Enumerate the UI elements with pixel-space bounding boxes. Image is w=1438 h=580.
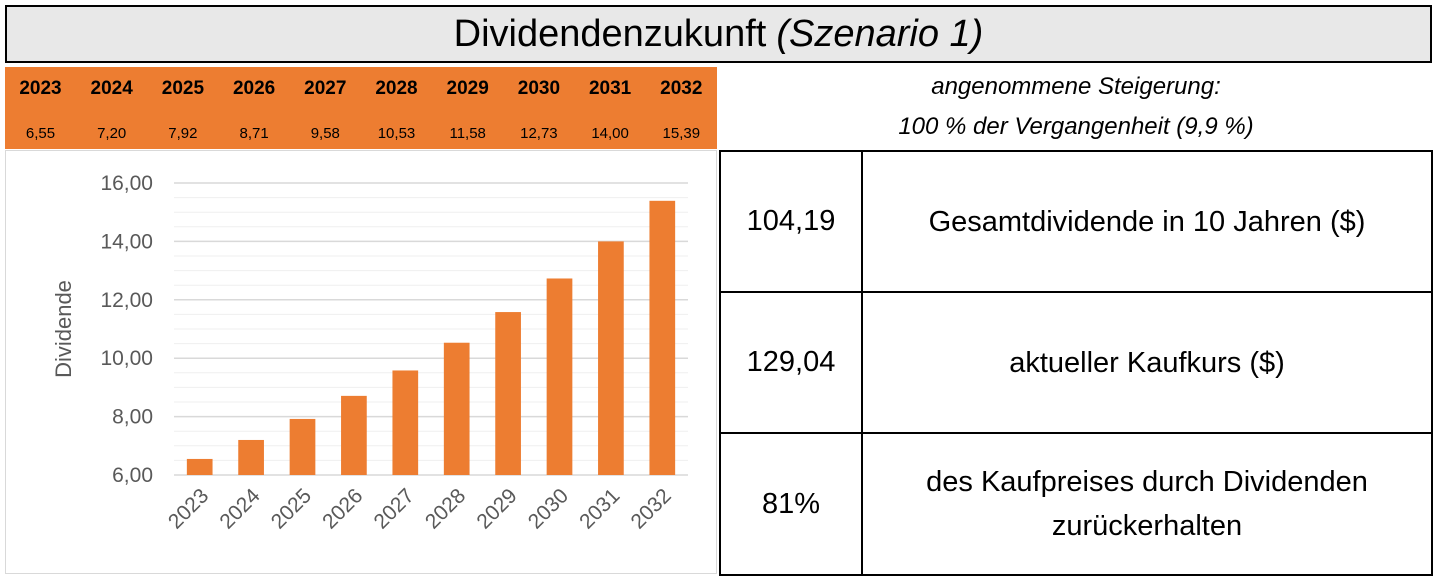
bar-2027 (392, 370, 419, 475)
year-cell: 2028 (375, 78, 418, 99)
year-value-cell: 14,00 (591, 125, 629, 142)
x-tick-label: 2025 (267, 484, 316, 533)
y-tick-label: 12,00 (100, 289, 153, 312)
x-tick-label: 2031 (575, 484, 624, 533)
scenario-line-1: angenommene Steigerung: (931, 73, 1221, 100)
year-value-cell: 10,53 (377, 125, 416, 142)
bar-2030 (546, 278, 573, 475)
year-value-cell: 11,58 (449, 125, 486, 142)
x-tick-label: 2032 (627, 484, 676, 533)
yearly-dividend-table: 2023 2024 2025 2026 2027 2028 2029 2030 2031 2032… (5, 67, 717, 149)
year-cell: 2024 (90, 78, 133, 99)
y-tick-label: 10,00 (100, 347, 153, 370)
year-value-cell: 12,73 (520, 125, 558, 142)
year-value-cell: 15,39 (662, 125, 701, 142)
summary-row-price: 129,04 aktueller Kaufkurs ($) (721, 293, 1431, 434)
x-tick-label: 2029 (472, 484, 521, 533)
year-cell: 2023 (19, 78, 62, 99)
x-tick-label: 2023 (164, 484, 213, 533)
page-title: Dividendenzukunft (Szenario 1) (5, 5, 1432, 63)
x-tick-label: 2026 (318, 484, 367, 533)
year-value-cell: 7,92 (168, 125, 198, 142)
year-cell: 2030 (517, 78, 561, 99)
summary-label-price: aktueller Kaufkurs ($) (1009, 346, 1285, 379)
bar-2025 (289, 418, 316, 475)
summary-table: 104,19 Gesamtdividende in 10 Jahren ($) … (719, 150, 1433, 576)
bar-2029 (495, 312, 521, 475)
summary-value-total: 104,19 (721, 152, 863, 291)
x-tick-label: 2030 (524, 484, 573, 533)
bar-2024 (238, 439, 264, 475)
y-axis-title: Dividende (51, 280, 76, 378)
y-tick-label: 8,00 (112, 406, 153, 429)
x-tick-label: 2028 (421, 484, 470, 533)
year-value-cell: 8,71 (239, 125, 269, 142)
summary-row-ratio: 81% des Kaufpreises durch Dividenden zur… (721, 434, 1431, 574)
year-value-cell: 9,58 (310, 125, 340, 142)
year-cell: 2032 (660, 78, 703, 99)
year-value-cell: 6,55 (25, 125, 56, 142)
bar-2032 (649, 200, 676, 475)
year-cell: 2027 (304, 78, 347, 99)
y-tick-label: 14,00 (100, 230, 153, 253)
summary-value-ratio: 81% (721, 434, 863, 574)
bar-2031 (598, 241, 624, 475)
year-cell: 2031 (588, 78, 632, 99)
scenario-line-2: 100 % der Vergangenheit (9,9 %) (898, 113, 1254, 140)
scenario-note: angenommene Steigerung: 100 % der Vergan… (720, 67, 1432, 149)
summary-value-price: 129,04 (721, 293, 863, 432)
summary-row-total: 104,19 Gesamtdividende in 10 Jahren ($) (721, 152, 1431, 293)
dividend-chart-svg: 6,00 8,00 10,00 12,00 14,00 16,00 Dividende 202… (51, 172, 688, 534)
y-tick-label: 16,00 (100, 172, 153, 195)
x-tick-label: 2024 (215, 484, 265, 534)
year-value-cell: 7,20 (97, 125, 127, 142)
year-cell: 2029 (446, 78, 489, 99)
x-tick-label: 2027 (370, 484, 419, 533)
title-main: Dividendenzukunft (453, 12, 767, 55)
year-cell: 2025 (161, 78, 205, 99)
y-tick-label: 6,00 (112, 464, 153, 487)
summary-label-ratio: des Kaufpreises durch Dividenden zurücke… (926, 466, 1368, 542)
dividend-chart: 6,00 8,00 10,00 12,00 14,00 16,00 Dividende 202… (5, 150, 717, 574)
summary-label-total: Gesamtdividende in 10 Jahren ($) (928, 205, 1366, 238)
bar-2028 (443, 342, 470, 475)
year-cell: 2026 (232, 78, 276, 99)
bar-2026 (341, 395, 367, 475)
bar-2023 (186, 458, 213, 475)
title-scenario: (Szenario 1) (776, 12, 984, 55)
